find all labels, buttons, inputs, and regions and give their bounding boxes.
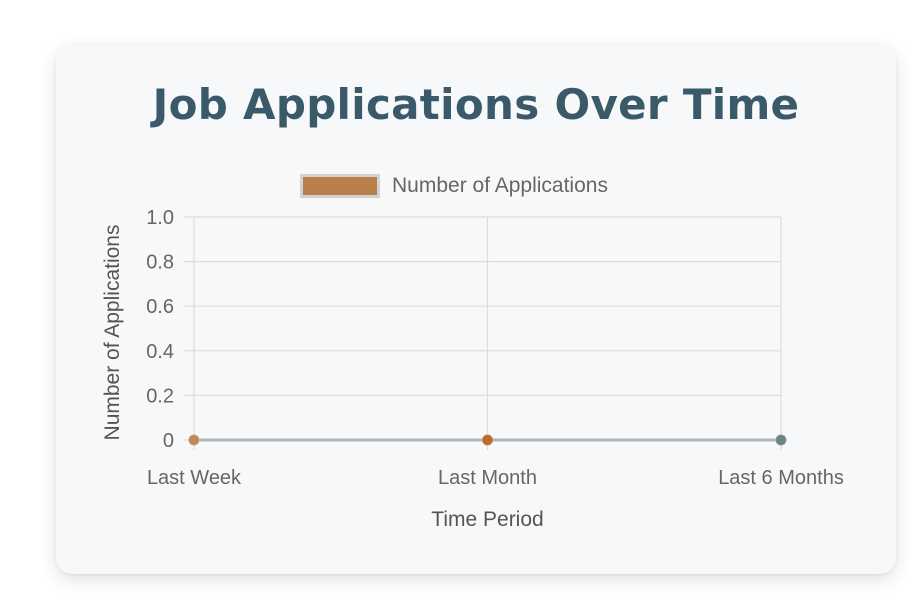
series-layer xyxy=(188,434,787,446)
legend-label: Number of Applications xyxy=(392,174,608,197)
chart-title: Job Applications Over Time xyxy=(152,80,800,129)
y-tick-label: 0 xyxy=(163,430,174,452)
data-point[interactable] xyxy=(775,434,787,446)
chart-card xyxy=(56,44,896,574)
y-tick-label: 0.4 xyxy=(146,341,174,363)
x-tick-label: Last Month xyxy=(438,467,537,489)
x-tick-label: Last Week xyxy=(147,467,242,489)
x-axis-title: Time Period xyxy=(431,508,543,531)
grid-lines xyxy=(184,216,782,450)
y-tick-label: 0.6 xyxy=(146,296,174,318)
y-axis-title: Number of Applications xyxy=(101,225,124,441)
y-tick-label: 0.8 xyxy=(146,252,174,274)
y-tick-label: 0.2 xyxy=(146,385,174,407)
y-tick-label: 1.0 xyxy=(146,207,174,229)
legend-swatch xyxy=(300,174,380,198)
data-point[interactable] xyxy=(188,434,200,446)
y-tick-labels: 0 0.2 0.4 0.6 0.8 1.0 xyxy=(146,207,174,452)
data-point[interactable] xyxy=(481,434,494,446)
x-tick-labels: Last Week Last Month Last 6 Months xyxy=(147,467,844,489)
x-tick-label: Last 6 Months xyxy=(718,467,844,489)
chart-legend[interactable]: Number of Applications xyxy=(300,172,608,200)
